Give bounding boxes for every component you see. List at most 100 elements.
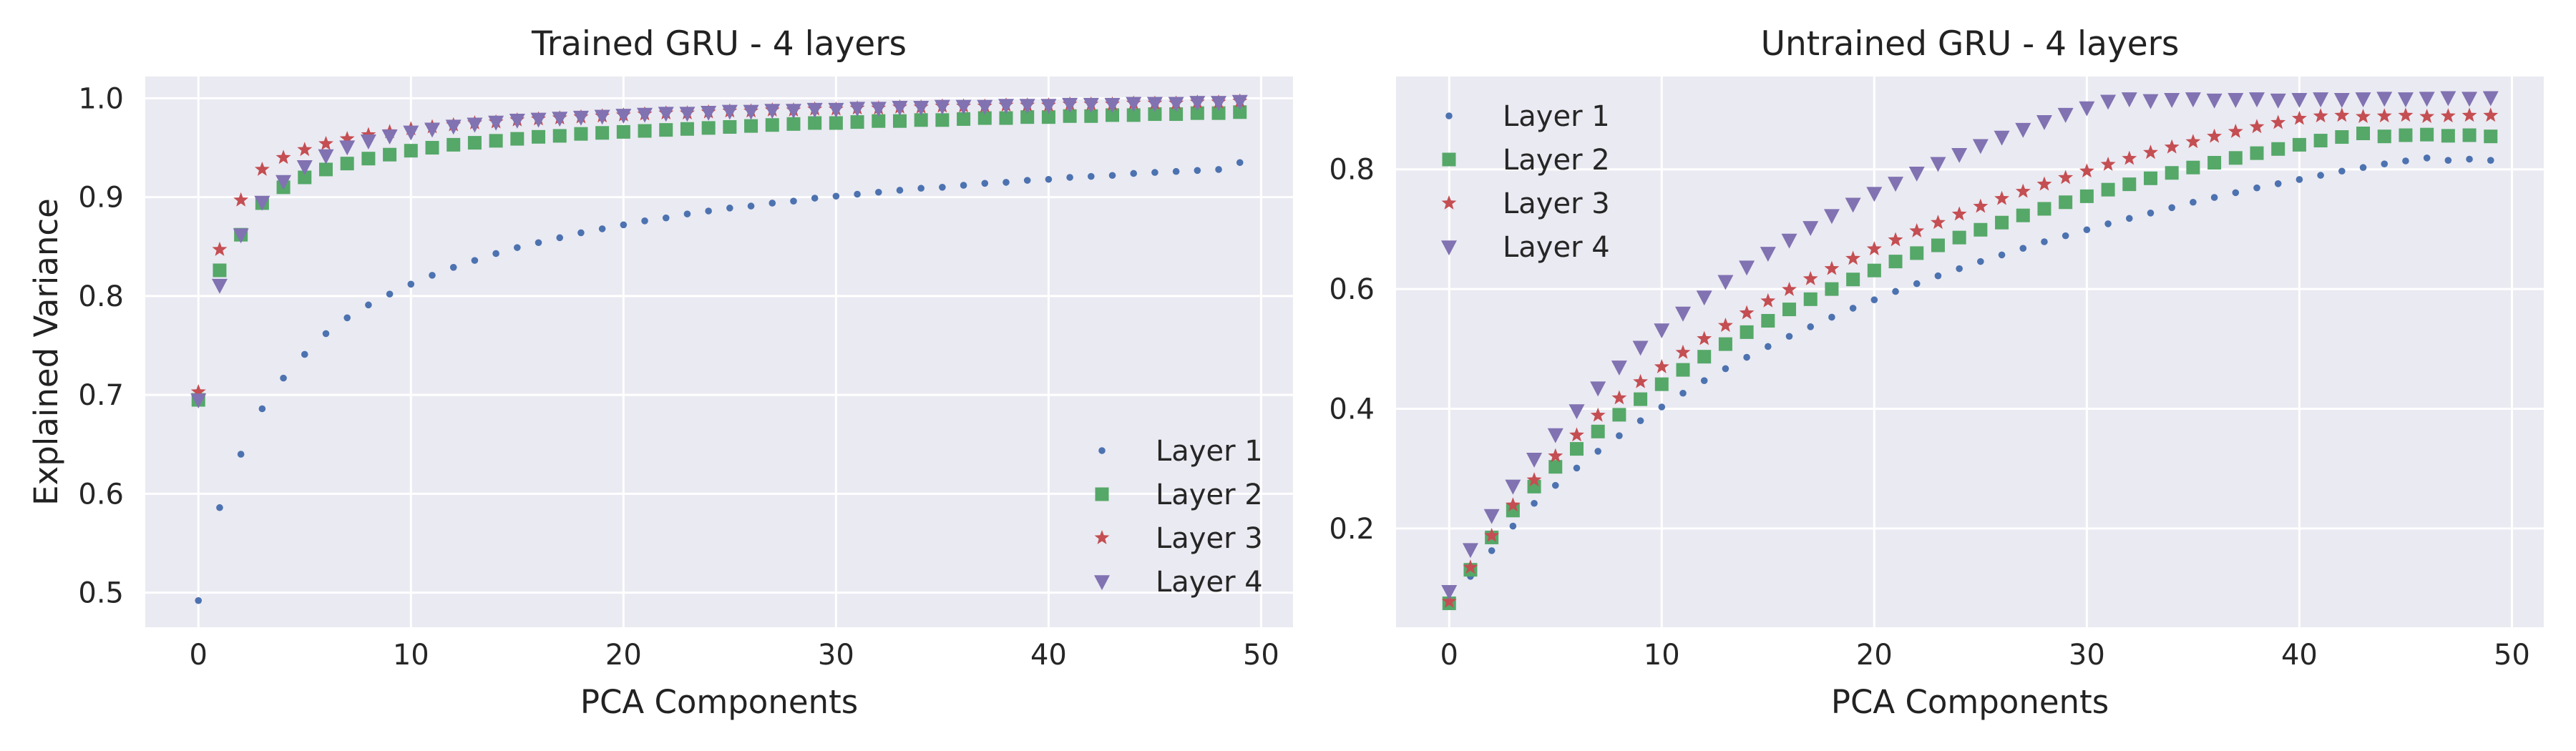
data-point (1998, 251, 2006, 259)
data-point (2062, 232, 2069, 240)
data-point (2356, 127, 2371, 141)
data-point (641, 217, 648, 225)
data-point (1083, 97, 1099, 113)
data-point (1696, 290, 1712, 306)
y-tick-label: 0.7 (78, 379, 124, 412)
x-tick-label: 10 (1644, 639, 1680, 672)
data-point (828, 102, 844, 118)
data-point (2419, 109, 2435, 123)
data-point (1888, 255, 1903, 269)
legend-marker (1098, 447, 1106, 454)
data-point (361, 127, 376, 142)
data-point (425, 141, 439, 155)
data-point (1616, 432, 1623, 439)
series-4 (190, 94, 1248, 409)
chart-title: Untrained GRU - 4 layers (1761, 24, 2180, 64)
data-point (318, 162, 333, 177)
data-point (2104, 220, 2112, 227)
data-point (2041, 238, 2048, 245)
data-point (1023, 177, 1031, 184)
data-point (1807, 323, 1815, 330)
data-point (744, 119, 758, 133)
data-point (2190, 198, 2197, 206)
data-point (998, 99, 1014, 114)
plot-background (145, 77, 1293, 627)
data-point (1019, 99, 1035, 114)
data-point (1526, 453, 1543, 468)
data-point (2355, 92, 2371, 108)
data-point (1977, 257, 1984, 265)
data-point (1611, 360, 1627, 376)
data-point (2100, 94, 2117, 110)
data-point (1040, 99, 1057, 114)
data-point (1151, 169, 1158, 176)
data-point (1760, 247, 1776, 262)
data-point (404, 144, 418, 158)
legend: Layer 1 Layer 2 Layer 3 Layer 4 (1441, 100, 1610, 264)
data-point (1548, 460, 1563, 474)
data-point (1172, 167, 1180, 175)
data-point (1908, 166, 1925, 182)
y-tick-label: 0.2 (1329, 513, 1375, 546)
data-point (254, 161, 270, 176)
data-point (1505, 479, 1521, 495)
data-point (2122, 150, 2137, 165)
data-point (1126, 97, 1142, 112)
data-point (1658, 403, 1666, 411)
data-point (1484, 527, 1500, 542)
data-point (1802, 270, 1818, 285)
data-point (2079, 189, 2094, 203)
data-point (275, 175, 292, 190)
data-point (2270, 114, 2286, 129)
data-point (960, 182, 967, 189)
data-point (1802, 221, 1819, 237)
data-point (552, 129, 567, 143)
data-point (429, 272, 436, 279)
data-point (467, 136, 482, 150)
data-point (1146, 97, 1163, 112)
data-point (532, 129, 546, 144)
data-point (2228, 93, 2244, 108)
data-point (339, 131, 355, 145)
data-point (701, 105, 717, 121)
data-point (658, 107, 674, 122)
data-point (1952, 230, 1966, 245)
data-point (2270, 93, 2286, 109)
data-point (1697, 330, 1712, 345)
data-point (1568, 404, 1585, 420)
plot-panel-2: 0 10 20 30 40 50 0.2 0.4 0.6 0.8 Untrained GRU - 4… (1329, 24, 2544, 721)
data-point (981, 180, 989, 187)
data-point (2168, 204, 2175, 212)
data-point (2143, 144, 2158, 159)
data-point (1782, 281, 1797, 296)
data-point (1828, 313, 1835, 321)
data-point (2232, 189, 2240, 197)
data-point (1594, 448, 1601, 455)
data-point (2440, 91, 2457, 107)
data-point (1063, 109, 1077, 123)
data-point (2079, 101, 2095, 117)
legend-label: Layer 1 (1503, 100, 1610, 133)
data-point (2356, 109, 2371, 123)
data-point (2292, 137, 2306, 152)
data-point (892, 101, 908, 116)
data-point (1785, 333, 1793, 340)
data-point (1654, 377, 1669, 391)
data-point (2441, 129, 2455, 143)
data-point (977, 99, 993, 115)
data-point (2253, 184, 2260, 192)
data-point (2249, 119, 2265, 134)
data-point (1590, 407, 1606, 422)
data-point (1846, 273, 1860, 287)
data-point (594, 109, 610, 125)
x-tick-label: 20 (605, 639, 642, 672)
x-tick-label: 40 (1030, 639, 1067, 672)
data-point (2143, 171, 2157, 185)
data-point (1488, 547, 1496, 554)
data-point (2037, 202, 2051, 216)
data-point (1845, 250, 1861, 265)
data-point (595, 126, 610, 140)
data-point (216, 504, 223, 511)
data-point (765, 118, 779, 132)
data-point (1020, 110, 1035, 124)
